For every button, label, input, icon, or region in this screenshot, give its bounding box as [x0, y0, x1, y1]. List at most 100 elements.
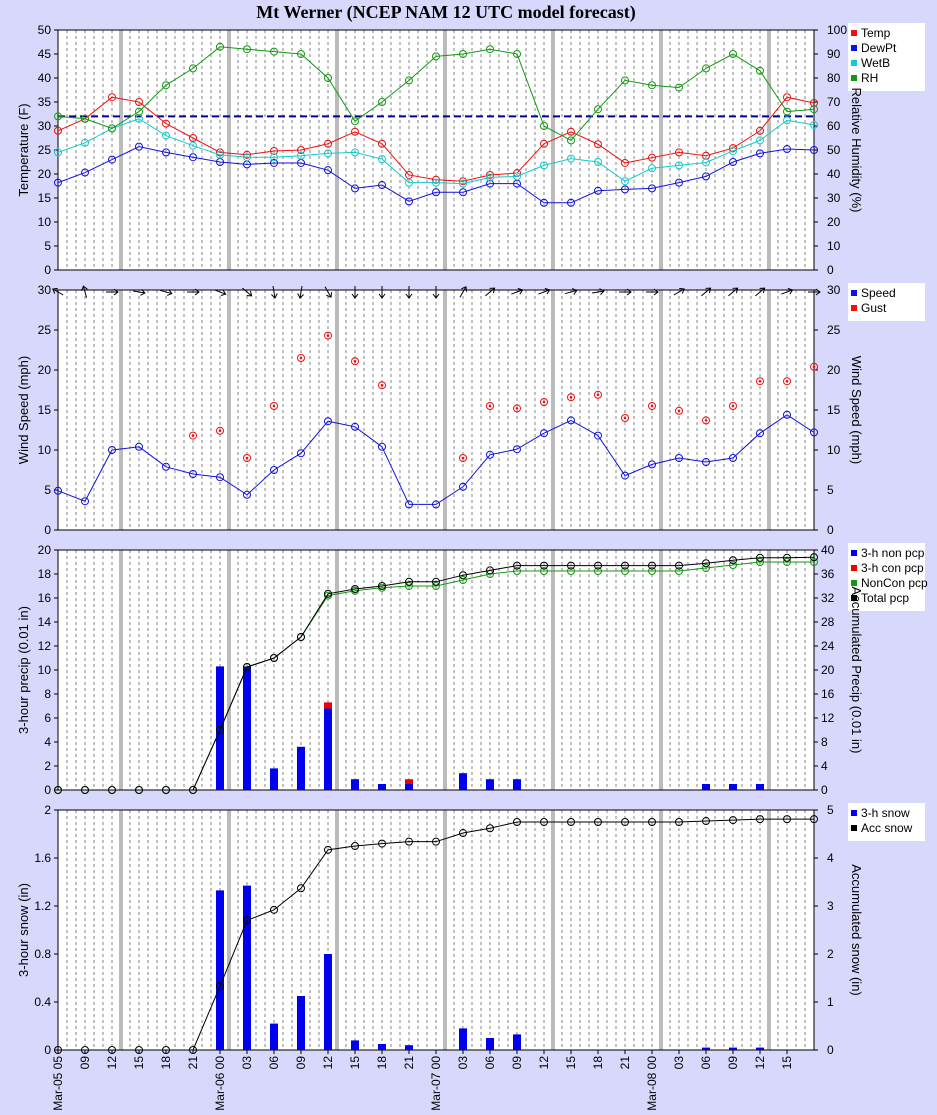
bar — [351, 779, 359, 790]
data-point-center — [380, 383, 384, 387]
data-point-center — [785, 379, 789, 383]
data-point-center — [272, 404, 276, 408]
data-point — [297, 50, 305, 58]
x-tick-label: 15 — [132, 1056, 146, 1070]
x-tick-label: 21 — [186, 1056, 200, 1070]
data-point — [108, 124, 116, 133]
data-point — [594, 567, 602, 575]
data-point — [621, 76, 629, 85]
bar — [216, 890, 224, 1050]
data-point — [756, 429, 764, 438]
data-point — [810, 428, 818, 437]
series-line — [57, 414, 815, 505]
y2-tick-label: 32 — [821, 591, 835, 605]
data-point — [405, 197, 413, 206]
data-point — [783, 107, 791, 116]
data-point — [243, 663, 251, 671]
data-point-center — [731, 404, 735, 408]
data-point — [648, 818, 656, 826]
data-point — [675, 406, 683, 415]
data-point — [540, 818, 548, 826]
y2-tick-label: 28 — [821, 615, 835, 629]
y2-tick-label: 100 — [827, 23, 847, 37]
data-point — [756, 66, 764, 75]
bar — [297, 746, 305, 790]
data-point — [432, 577, 440, 586]
data-point — [459, 50, 467, 58]
legend-swatch — [851, 290, 857, 296]
data-point — [810, 815, 818, 824]
legend-swatch — [851, 30, 857, 36]
data-point — [594, 390, 602, 399]
data-point — [162, 148, 170, 157]
legend-label: DewPt — [861, 41, 897, 55]
data-point-center — [542, 400, 546, 404]
bar — [405, 1045, 413, 1050]
data-point — [108, 93, 116, 102]
y-tick-label: 0.8 — [34, 947, 51, 961]
data-point — [540, 398, 548, 406]
legend-label: Total pcp — [861, 591, 909, 605]
data-point — [405, 76, 413, 85]
panel-1: 0 5 10 15 20 25 30 35 40 45 50 0 10 20 30 40 50 60 70 80 90 1… — [38, 23, 925, 277]
data-point — [486, 566, 494, 575]
data-point — [783, 410, 791, 419]
y2-tick-label: 5 — [827, 803, 834, 817]
data-point — [675, 454, 683, 462]
data-point — [567, 136, 575, 145]
y2-tick-label: 50 — [827, 143, 841, 157]
data-point — [810, 105, 818, 114]
data-point — [594, 158, 602, 166]
bar — [405, 779, 413, 784]
series-line — [58, 556, 815, 791]
legend-swatch — [851, 550, 857, 556]
legend-label: Temp — [861, 26, 891, 40]
data-point — [81, 497, 89, 506]
data-point — [810, 146, 818, 154]
data-point — [621, 414, 629, 422]
data-point — [54, 112, 62, 121]
y2-tick-label: 40 — [827, 167, 841, 181]
y-axis-label: Wind Speed (mph) — [16, 356, 31, 464]
bar — [378, 1044, 386, 1050]
bar — [324, 954, 332, 1050]
y-tick-label: 0 — [44, 783, 51, 797]
y2-axis-label: Accumulated Precip (0.01 in) — [849, 587, 864, 754]
x-tick-label: 12 — [753, 1056, 767, 1070]
data-point — [729, 402, 737, 410]
data-point — [540, 561, 548, 570]
x-tick-label: Mar-08 00 — [645, 1056, 659, 1111]
y-tick-label: 0 — [44, 263, 51, 277]
y-tick-label: 20 — [38, 363, 52, 377]
data-point — [108, 155, 116, 164]
y2-tick-label: 0 — [827, 1043, 834, 1057]
data-point — [405, 500, 413, 509]
y-tick-label: 10 — [38, 215, 52, 229]
data-point — [729, 556, 737, 565]
y2-tick-label: 60 — [827, 119, 841, 133]
data-point — [783, 145, 791, 154]
data-point — [486, 402, 494, 410]
data-point — [432, 837, 440, 846]
data-point — [270, 146, 278, 155]
data-point — [405, 582, 413, 590]
x-tick-label: 15 — [564, 1056, 578, 1070]
data-point — [756, 558, 764, 566]
data-point — [783, 377, 791, 386]
wind-arrow — [106, 288, 119, 296]
data-point — [378, 98, 386, 106]
x-tick-label: Mar-05 05 — [51, 1056, 65, 1111]
data-point-center — [650, 404, 654, 408]
legend — [848, 283, 925, 321]
data-point — [702, 564, 710, 572]
data-point — [432, 52, 440, 61]
y2-tick-label: 10 — [827, 443, 841, 457]
x-tick-label: 21 — [618, 1056, 632, 1070]
legend-swatch — [851, 595, 857, 601]
data-point-center — [812, 365, 816, 369]
data-point — [189, 470, 197, 478]
data-point — [324, 166, 332, 175]
series-line — [58, 818, 814, 1051]
bar — [756, 1047, 764, 1050]
